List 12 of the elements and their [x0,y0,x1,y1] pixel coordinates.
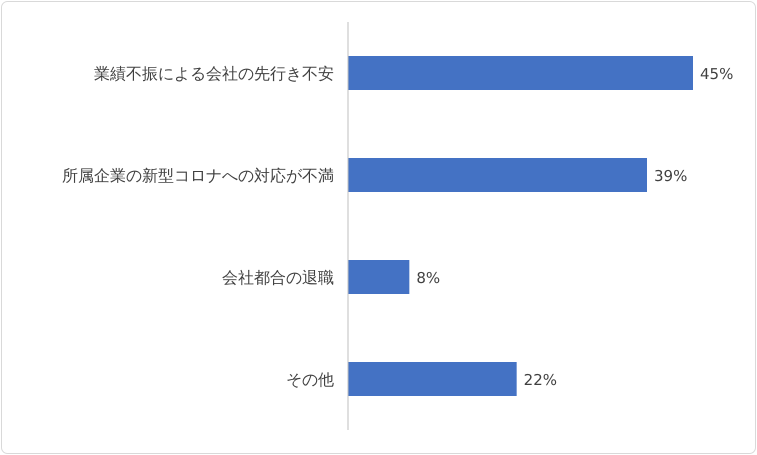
data-label: 39% [654,167,688,185]
data-label: 8% [416,269,440,287]
y-tick-label: 業績不振による会社の先行き不安 [94,64,334,83]
data-label: 22% [524,371,558,389]
bar [348,158,647,192]
bar [348,362,517,396]
bar [348,56,693,90]
data-label: 45% [700,65,734,83]
y-tick-label: 所属企業の新型コロナへの対応が不満 [62,166,334,185]
y-tick-label: 会社都合の退職 [222,268,334,287]
bar [348,260,410,294]
y-tick-label: その他 [286,370,334,389]
